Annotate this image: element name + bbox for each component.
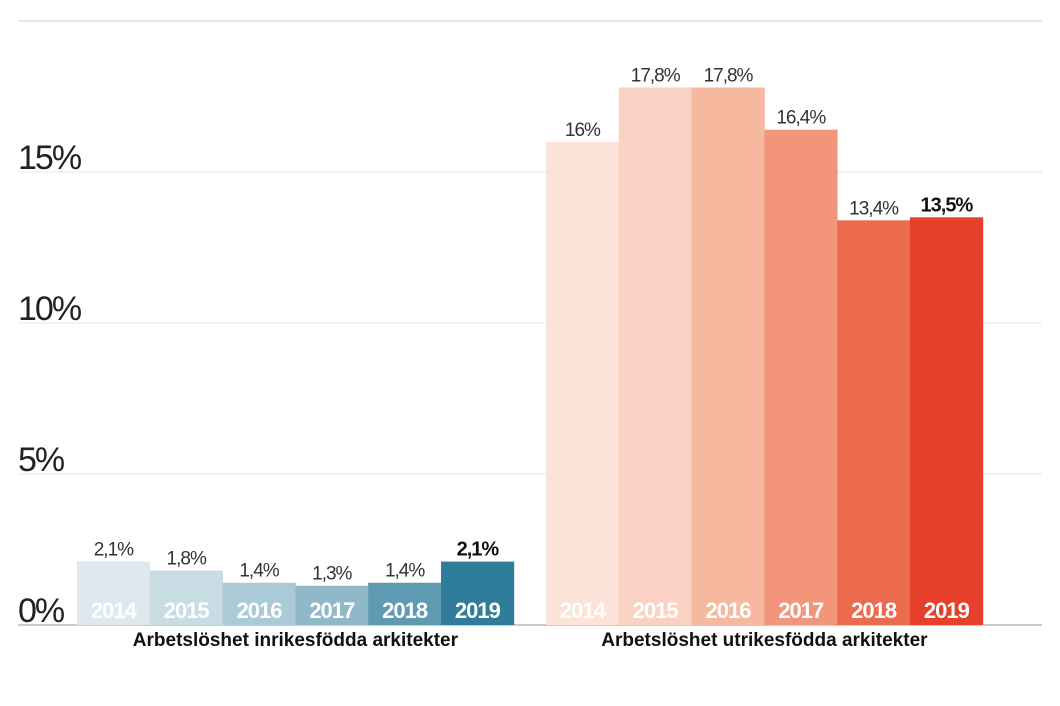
year-label: 2018: [382, 598, 428, 623]
bar: [222, 582, 296, 625]
value-label: 13,4%: [849, 198, 899, 219]
y-axis: 0% 5% 10% 15%: [18, 139, 84, 630]
value-label: 13,5%: [921, 194, 974, 216]
year-label: 2016: [706, 598, 752, 623]
value-label: 17,8%: [704, 65, 754, 86]
value-label: 1,8%: [167, 549, 207, 570]
year-label: 2019: [924, 598, 970, 623]
bar: [764, 129, 838, 625]
bars: [77, 87, 984, 626]
bar: [77, 561, 151, 625]
year-label: 2017: [309, 598, 355, 623]
bar: [910, 217, 984, 626]
group-labels: Arbetslöshet inrikesfödda arkitekter Arbe…: [133, 630, 928, 651]
year-label: 2018: [851, 598, 897, 623]
bar: [546, 141, 620, 626]
y-tick-label: 0%: [18, 592, 65, 630]
value-label: 1,3%: [312, 564, 352, 585]
year-label: 2019: [455, 598, 501, 623]
value-label: 17,8%: [631, 65, 681, 86]
bar: [441, 561, 515, 625]
year-label: 2014: [560, 598, 607, 623]
bar: [368, 582, 442, 625]
group-label: Arbetslöshet utrikesfödda arkitekter: [601, 630, 928, 651]
value-labels: 2,1% 2014 1,8% 2015 1,4% 2016 1,3% 2017 1,4% 2018…: [91, 65, 975, 623]
year-label: 2017: [778, 598, 824, 623]
bar: [149, 570, 223, 625]
bar: [837, 220, 911, 625]
year-label: 2016: [237, 598, 283, 623]
year-label: 2015: [633, 598, 679, 623]
bar: [618, 87, 692, 625]
value-label: 2,1%: [94, 540, 134, 561]
y-tick-label: 10%: [18, 290, 82, 328]
value-label: 16,4%: [776, 108, 826, 129]
bar: [295, 585, 369, 625]
y-tick-label: 5%: [18, 441, 65, 479]
group-label: Arbetslöshet inrikesfödda arkitekter: [133, 630, 459, 651]
value-label: 16%: [565, 120, 601, 141]
year-label: 2015: [164, 598, 210, 623]
y-tick-label: 15%: [18, 139, 82, 177]
value-label: 2,1%: [457, 539, 500, 561]
value-label: 1,4%: [239, 561, 279, 582]
year-label: 2014: [91, 598, 138, 623]
value-label: 1,4%: [385, 561, 425, 582]
bar: [691, 87, 765, 625]
